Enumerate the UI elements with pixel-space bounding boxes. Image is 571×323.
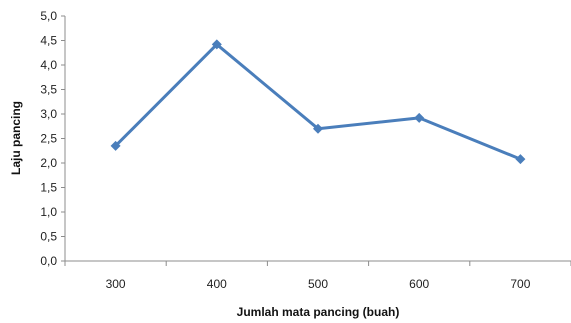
data-point-marker xyxy=(313,123,323,134)
data-point-marker xyxy=(211,39,222,50)
x-tick-label: 500 xyxy=(308,277,328,291)
series-line xyxy=(114,42,521,161)
axes-group xyxy=(64,16,571,262)
x-tick-label: 400 xyxy=(207,277,227,291)
series-group xyxy=(110,39,526,165)
y-tick-label: 2,5 xyxy=(40,132,57,146)
x-axis-title: Jumlah mata pancing (buah) xyxy=(237,305,400,319)
y-tick-label: 2,0 xyxy=(40,156,57,170)
y-axis-title: Laju pancing xyxy=(9,101,23,175)
y-tick-label: 3,0 xyxy=(40,107,57,121)
y-tick-label: 3,5 xyxy=(40,83,57,97)
y-tick-label: 1,0 xyxy=(40,205,57,219)
y-tick-label: 4,5 xyxy=(40,34,57,48)
y-tick-label: 0,5 xyxy=(40,230,57,244)
data-point-marker xyxy=(515,154,526,165)
y-ticks-group: 0,0 0,5 1,0 1,5 2,0 2,5 3,0 3,5 4,0 4,5 5,0 xyxy=(40,9,65,268)
x-tick-label: 300 xyxy=(106,277,126,291)
y-tick-label: 1,5 xyxy=(40,181,57,195)
y-tick-label: 4,0 xyxy=(40,58,57,72)
y-tick-label: 5,0 xyxy=(40,9,57,23)
x-tick-label: 700 xyxy=(510,277,530,291)
data-point-marker xyxy=(110,140,121,151)
x-tick-label: 600 xyxy=(409,277,429,291)
y-tick-label: 0,0 xyxy=(40,254,57,268)
x-ticks-group: 300 400 500 600 700 xyxy=(64,261,571,291)
data-point-marker xyxy=(414,112,425,123)
